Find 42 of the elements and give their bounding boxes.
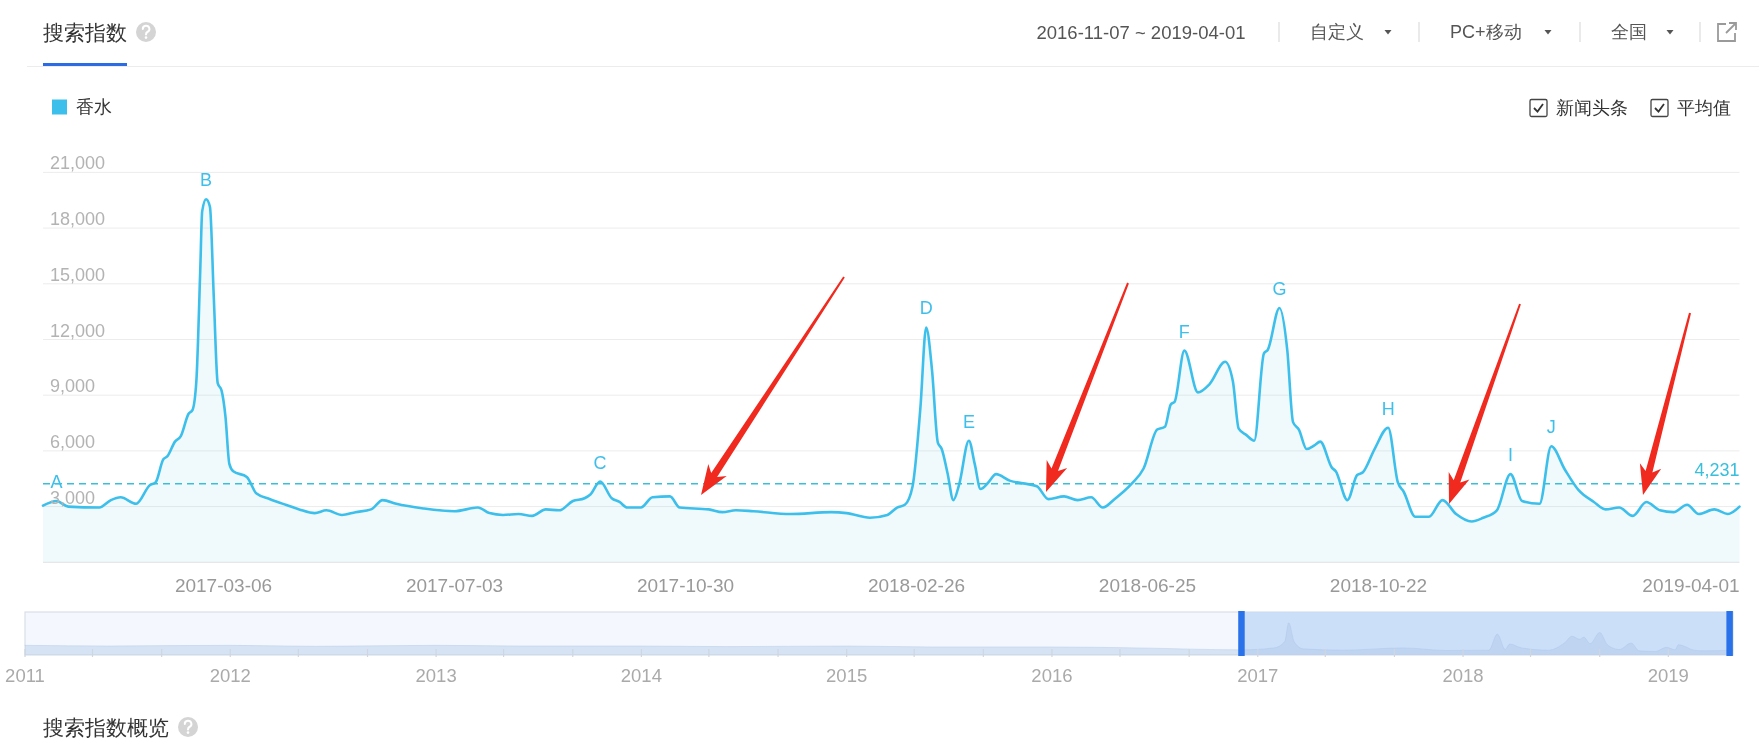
x-tick-label: 2011: [5, 664, 45, 686]
x-tick-label: 2017-07-03: [405, 574, 504, 596]
ref-line-label: 4,231: [1694, 459, 1740, 480]
annotation: J: [1546, 417, 1556, 438]
x-tick-label: 2018-06-25: [1098, 574, 1197, 596]
text: 搜索指数概览: [43, 715, 169, 739]
text: 平均值: [1677, 98, 1731, 118]
x-tick-label: 2017-03-06: [174, 574, 273, 596]
x-tick-label: 2018: [1442, 664, 1484, 686]
y-tick-label: 15,000: [50, 264, 106, 285]
x-tick-label: 2019: [1647, 664, 1689, 686]
x-tick-label: 2015: [826, 664, 868, 686]
x-tick-label: 2016: [1031, 664, 1073, 686]
annotation: H: [1381, 398, 1395, 419]
annotation: E: [962, 411, 975, 432]
y-tick-label: 9,000: [50, 376, 96, 397]
annotation: F: [1178, 321, 1190, 342]
y-tick-label: 3,000: [50, 487, 96, 508]
y-tick-label: 6,000: [50, 431, 96, 452]
annotation: B: [200, 170, 213, 191]
x-tick-label: 2014: [620, 664, 662, 686]
x-tick-label: 2018-10-22: [1329, 574, 1428, 596]
chart-subtitle: 2016-11-07 ~ 2019-04-01: [1036, 21, 1246, 43]
y-tick-label: 21,000: [50, 153, 106, 174]
y-tick-label: 18,000: [50, 209, 106, 230]
x-tick-label: 2017: [1237, 664, 1279, 686]
x-tick-label: 2018-02-26: [867, 574, 966, 596]
legend-label: 香水: [76, 97, 112, 117]
annotation: I: [1507, 445, 1513, 466]
x-tick-label: 2013: [415, 664, 457, 686]
chart-title: 搜索指数: [43, 20, 127, 44]
text: 全国: [1611, 22, 1647, 42]
text: 自定义: [1310, 22, 1364, 42]
annotation: C: [593, 452, 607, 473]
text: PC+移动: [1450, 22, 1522, 42]
x-tick-label: 2019-04-01: [1642, 574, 1740, 596]
text: 新闻头条: [1556, 98, 1628, 118]
annotation: G: [1272, 278, 1287, 299]
annotation: D: [919, 298, 933, 319]
x-tick-label: 2017-10-30: [636, 574, 735, 596]
y-tick-label: 12,000: [50, 320, 106, 341]
x-tick-label: 2012: [209, 664, 251, 686]
